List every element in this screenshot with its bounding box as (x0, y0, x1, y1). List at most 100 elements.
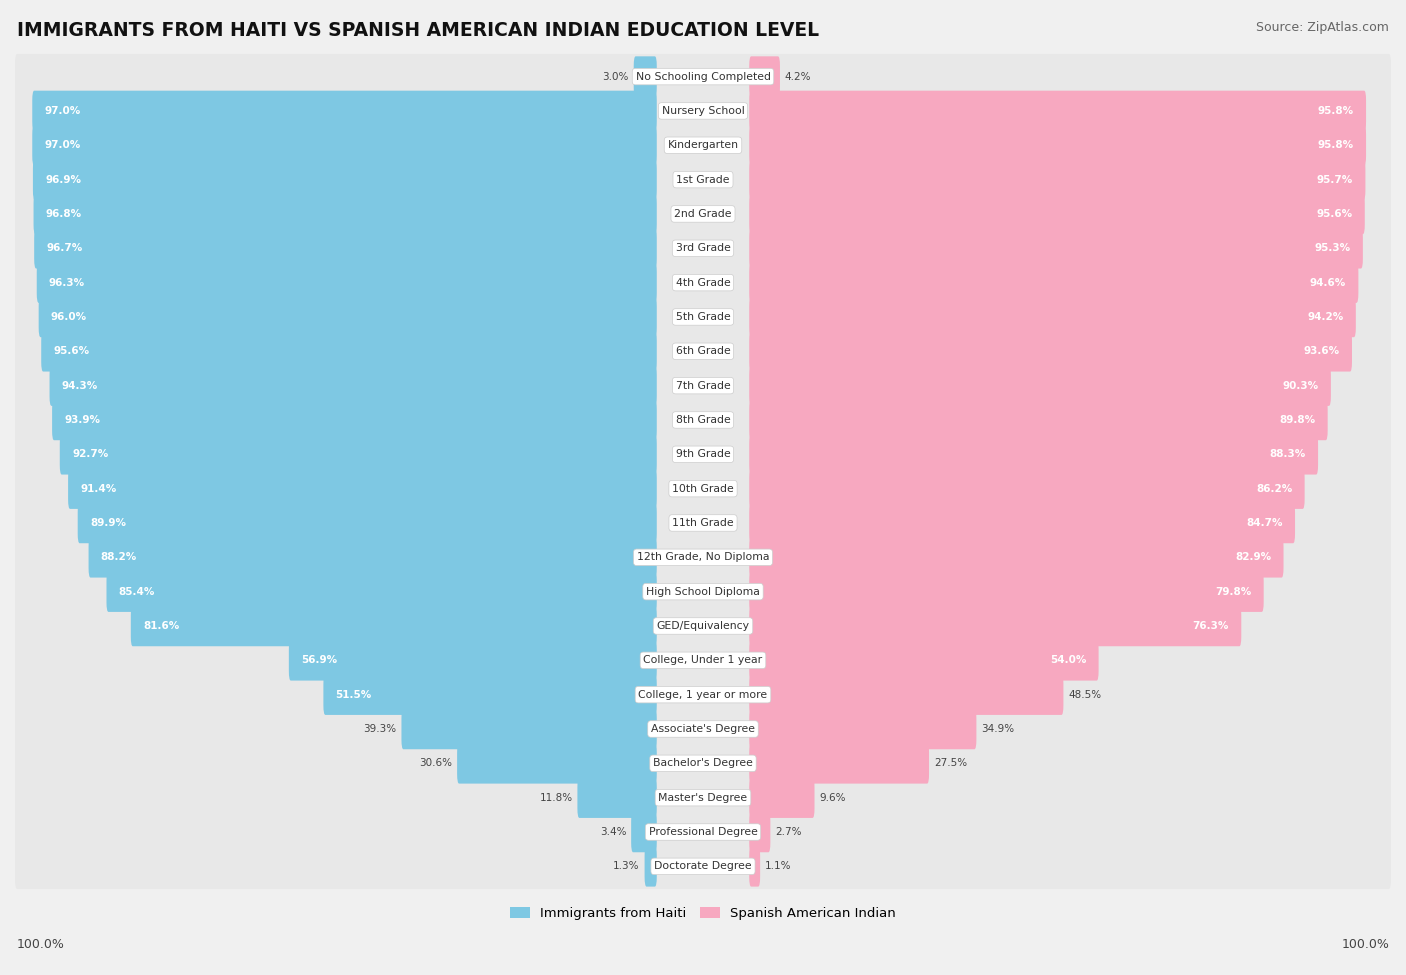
FancyBboxPatch shape (107, 571, 657, 612)
FancyBboxPatch shape (37, 262, 657, 303)
FancyBboxPatch shape (15, 638, 1391, 682)
Text: Kindergarten: Kindergarten (668, 140, 738, 150)
Text: 12th Grade, No Diploma: 12th Grade, No Diploma (637, 552, 769, 563)
FancyBboxPatch shape (60, 434, 657, 475)
FancyBboxPatch shape (34, 194, 657, 234)
Text: 94.6%: 94.6% (1310, 278, 1346, 288)
FancyBboxPatch shape (15, 329, 1391, 374)
FancyBboxPatch shape (15, 225, 1391, 271)
FancyBboxPatch shape (15, 89, 1391, 134)
FancyBboxPatch shape (457, 743, 657, 784)
Text: 88.2%: 88.2% (101, 552, 136, 563)
FancyBboxPatch shape (15, 123, 1391, 168)
Text: 39.3%: 39.3% (363, 724, 396, 734)
Text: No Schooling Completed: No Schooling Completed (636, 71, 770, 82)
Text: 4th Grade: 4th Grade (676, 278, 730, 288)
FancyBboxPatch shape (749, 777, 814, 818)
Text: 95.7%: 95.7% (1317, 175, 1353, 184)
FancyBboxPatch shape (749, 571, 1264, 612)
Text: 93.6%: 93.6% (1303, 346, 1340, 356)
Text: 30.6%: 30.6% (419, 759, 453, 768)
FancyBboxPatch shape (89, 537, 657, 577)
Text: Source: ZipAtlas.com: Source: ZipAtlas.com (1256, 21, 1389, 34)
Text: 27.5%: 27.5% (934, 759, 967, 768)
Text: 2.7%: 2.7% (775, 827, 801, 837)
FancyBboxPatch shape (749, 57, 780, 97)
Text: 79.8%: 79.8% (1215, 587, 1251, 597)
Text: Professional Degree: Professional Degree (648, 827, 758, 837)
Text: 86.2%: 86.2% (1256, 484, 1292, 493)
Text: 3.4%: 3.4% (600, 827, 626, 837)
FancyBboxPatch shape (749, 846, 761, 886)
FancyBboxPatch shape (32, 125, 657, 166)
Text: 96.8%: 96.8% (46, 209, 82, 219)
FancyBboxPatch shape (749, 125, 1367, 166)
FancyBboxPatch shape (15, 809, 1391, 855)
Text: 10th Grade: 10th Grade (672, 484, 734, 493)
Text: Nursery School: Nursery School (662, 106, 744, 116)
FancyBboxPatch shape (749, 366, 1331, 406)
FancyBboxPatch shape (15, 843, 1391, 889)
Text: 93.9%: 93.9% (65, 415, 100, 425)
Text: 97.0%: 97.0% (45, 140, 80, 150)
Text: 97.0%: 97.0% (45, 106, 80, 116)
Text: 51.5%: 51.5% (336, 689, 373, 700)
FancyBboxPatch shape (749, 400, 1327, 441)
Text: 9th Grade: 9th Grade (676, 449, 730, 459)
FancyBboxPatch shape (749, 812, 770, 852)
Text: 85.4%: 85.4% (118, 587, 155, 597)
FancyBboxPatch shape (288, 640, 657, 681)
FancyBboxPatch shape (15, 54, 1391, 99)
FancyBboxPatch shape (631, 812, 657, 852)
FancyBboxPatch shape (749, 159, 1365, 200)
Text: Master's Degree: Master's Degree (658, 793, 748, 802)
Text: 95.6%: 95.6% (1316, 209, 1353, 219)
FancyBboxPatch shape (323, 675, 657, 715)
Text: 94.3%: 94.3% (62, 380, 98, 391)
Text: 89.8%: 89.8% (1279, 415, 1316, 425)
Text: 5th Grade: 5th Grade (676, 312, 730, 322)
Text: Doctorate Degree: Doctorate Degree (654, 861, 752, 872)
Text: 95.8%: 95.8% (1317, 106, 1354, 116)
FancyBboxPatch shape (644, 846, 657, 886)
FancyBboxPatch shape (749, 228, 1362, 268)
Text: 1st Grade: 1st Grade (676, 175, 730, 184)
Text: GED/Equivalency: GED/Equivalency (657, 621, 749, 631)
Text: 95.8%: 95.8% (1317, 140, 1354, 150)
Text: Bachelor's Degree: Bachelor's Degree (652, 759, 754, 768)
FancyBboxPatch shape (15, 534, 1391, 580)
Text: 11th Grade: 11th Grade (672, 518, 734, 528)
FancyBboxPatch shape (15, 604, 1391, 648)
FancyBboxPatch shape (52, 400, 657, 441)
FancyBboxPatch shape (749, 296, 1355, 337)
Text: 100.0%: 100.0% (17, 938, 65, 951)
Text: 34.9%: 34.9% (981, 724, 1015, 734)
FancyBboxPatch shape (402, 709, 657, 749)
Text: 11.8%: 11.8% (540, 793, 572, 802)
Text: 96.0%: 96.0% (51, 312, 87, 322)
FancyBboxPatch shape (749, 332, 1353, 371)
Text: 54.0%: 54.0% (1050, 655, 1087, 665)
FancyBboxPatch shape (15, 432, 1391, 477)
FancyBboxPatch shape (32, 91, 657, 132)
Text: 94.2%: 94.2% (1308, 312, 1344, 322)
Text: 56.9%: 56.9% (301, 655, 337, 665)
FancyBboxPatch shape (131, 605, 657, 646)
FancyBboxPatch shape (15, 397, 1391, 443)
Text: 89.9%: 89.9% (90, 518, 127, 528)
Text: 4.2%: 4.2% (785, 71, 811, 82)
Text: 8th Grade: 8th Grade (676, 415, 730, 425)
FancyBboxPatch shape (15, 466, 1391, 511)
FancyBboxPatch shape (578, 777, 657, 818)
FancyBboxPatch shape (15, 500, 1391, 546)
FancyBboxPatch shape (77, 503, 657, 543)
FancyBboxPatch shape (749, 194, 1365, 234)
Text: High School Diploma: High School Diploma (647, 587, 759, 597)
FancyBboxPatch shape (34, 228, 657, 268)
FancyBboxPatch shape (39, 296, 657, 337)
FancyBboxPatch shape (749, 468, 1305, 509)
Text: 95.3%: 95.3% (1315, 244, 1351, 254)
Legend: Immigrants from Haiti, Spanish American Indian: Immigrants from Haiti, Spanish American … (505, 901, 901, 925)
Text: 3.0%: 3.0% (602, 71, 628, 82)
Text: 3rd Grade: 3rd Grade (675, 244, 731, 254)
